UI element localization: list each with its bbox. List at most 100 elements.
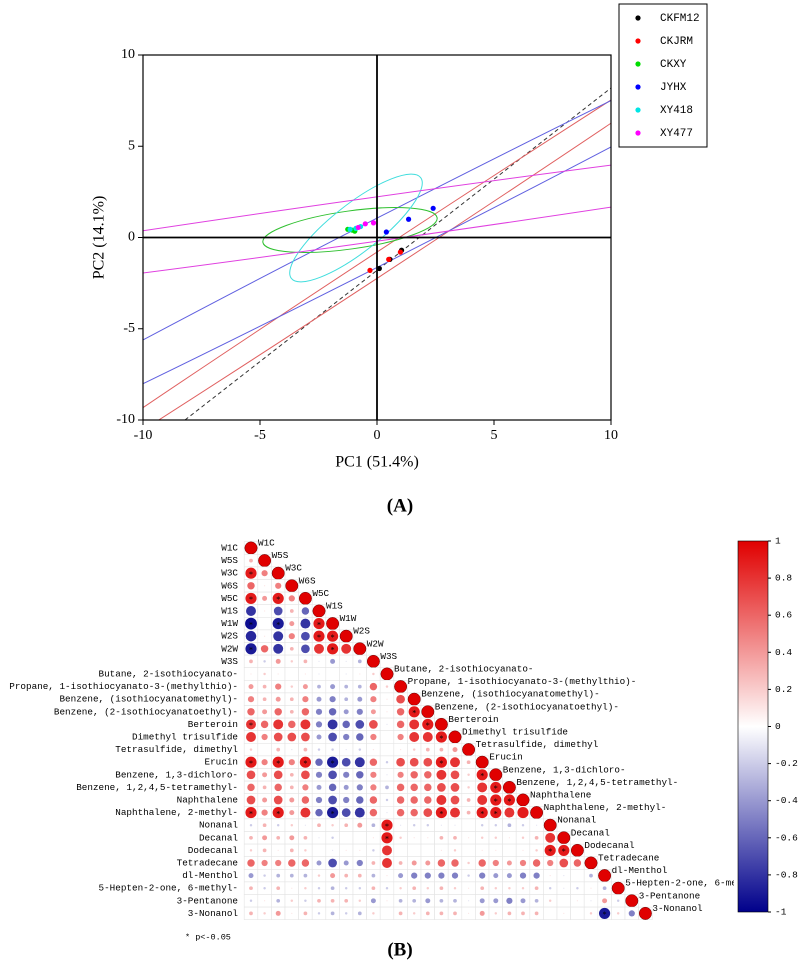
corr-circle [291, 748, 293, 751]
row-label: 3-Nonanol [188, 908, 239, 919]
corr-circle [534, 835, 539, 840]
corr-circle [380, 667, 394, 681]
corr-circle [303, 747, 308, 752]
corr-circle [611, 881, 625, 895]
corr-circle [291, 912, 293, 915]
row-label: Naphthalene [177, 794, 238, 805]
corr-circle [462, 743, 476, 757]
y-tick-label: -5 [123, 321, 135, 336]
corr-circle [272, 807, 284, 819]
corr-circle [312, 604, 326, 618]
column-label: W2W [367, 638, 384, 649]
corr-circle [436, 795, 447, 805]
corr-circle [249, 899, 253, 903]
significance-star: * [439, 759, 443, 768]
legend-label: CKFM12 [660, 13, 700, 25]
corr-circle [358, 886, 362, 890]
corr-circle [287, 732, 297, 742]
significance-star: * [249, 620, 253, 629]
significance-star: * [276, 595, 280, 604]
corr-circle [344, 873, 349, 878]
corr-circle [450, 757, 460, 768]
corr-circle [385, 785, 389, 790]
corr-circle [275, 683, 282, 690]
corr-circle [372, 837, 375, 839]
corr-circle [304, 849, 307, 852]
column-label: Propane, 1-isothiocyanato-3-(methylthio)… [408, 676, 637, 687]
y-tick-label: 10 [121, 47, 135, 62]
corr-circle [285, 579, 299, 593]
column-label: W5C [312, 588, 329, 599]
column-label: 3-Nonanol [652, 903, 703, 914]
significance-star: * [548, 847, 552, 856]
corr-circle [369, 682, 378, 691]
column-label: W3S [380, 651, 397, 662]
row-label: Benzene, (isothiocyanatomethyl)- [59, 694, 238, 705]
legend-label: CKXY [660, 59, 687, 71]
corr-circle [303, 911, 308, 916]
corr-circle [301, 732, 310, 742]
corr-circle [372, 672, 375, 676]
corr-circle [290, 823, 294, 827]
corr-circle [250, 673, 252, 675]
row-label: W1C [221, 542, 238, 553]
corr-circle [481, 849, 483, 852]
corr-circle [263, 874, 266, 877]
corr-circle [385, 798, 389, 802]
column-label: W2S [353, 626, 370, 637]
corr-circle [598, 869, 612, 883]
corr-circle [330, 684, 336, 690]
column-label: W1S [326, 600, 343, 611]
column-label: W6S [299, 575, 316, 586]
corr-circle [502, 780, 516, 794]
corr-circle [301, 644, 310, 654]
corr-circle [316, 696, 322, 702]
corr-circle [371, 823, 376, 828]
significance-star: * [331, 759, 335, 768]
corr-circle [262, 709, 268, 715]
corr-circle [358, 748, 362, 751]
cell [556, 894, 571, 908]
ellipse [143, 55, 611, 420]
point [355, 224, 361, 231]
corr-circle [423, 757, 433, 767]
corr-circle [535, 849, 538, 852]
corr-circle [316, 784, 322, 790]
column-label: W1C [258, 537, 275, 548]
footnote: * p<-0.05 [185, 932, 231, 942]
row-label: dl-Menthol [182, 870, 238, 881]
ellipse [262, 207, 438, 253]
corr-circle [275, 658, 281, 664]
row-label: Tetrasulfide, dimethyl [115, 744, 238, 755]
corr-circle [425, 911, 430, 916]
point [397, 249, 403, 255]
corr-circle [315, 708, 323, 715]
corr-circle [289, 873, 294, 878]
legend-marker [635, 38, 641, 44]
corr-circle [490, 794, 502, 806]
corr-circle [288, 633, 295, 640]
corr-circle [628, 910, 635, 917]
corr-circle [357, 696, 363, 702]
cell [284, 667, 299, 681]
corr-circle [344, 823, 349, 828]
corr-circle [412, 898, 417, 903]
cell [420, 843, 435, 857]
corr-circle [410, 808, 418, 817]
corr-circle [396, 720, 405, 729]
corr-circle [261, 570, 268, 577]
corr-circle [343, 771, 350, 778]
corr-circle [412, 823, 416, 827]
corr-circle [452, 747, 458, 753]
corr-circle [263, 610, 266, 612]
corr-circle [453, 886, 457, 890]
corr-circle [477, 782, 488, 793]
corr-circle [544, 844, 556, 856]
corr-circle [467, 861, 470, 865]
corr-circle [274, 783, 282, 792]
corr-circle [248, 684, 254, 690]
significance-star: * [331, 633, 335, 642]
corr-circle [424, 771, 432, 779]
x-tick-label: 10 [604, 428, 618, 443]
